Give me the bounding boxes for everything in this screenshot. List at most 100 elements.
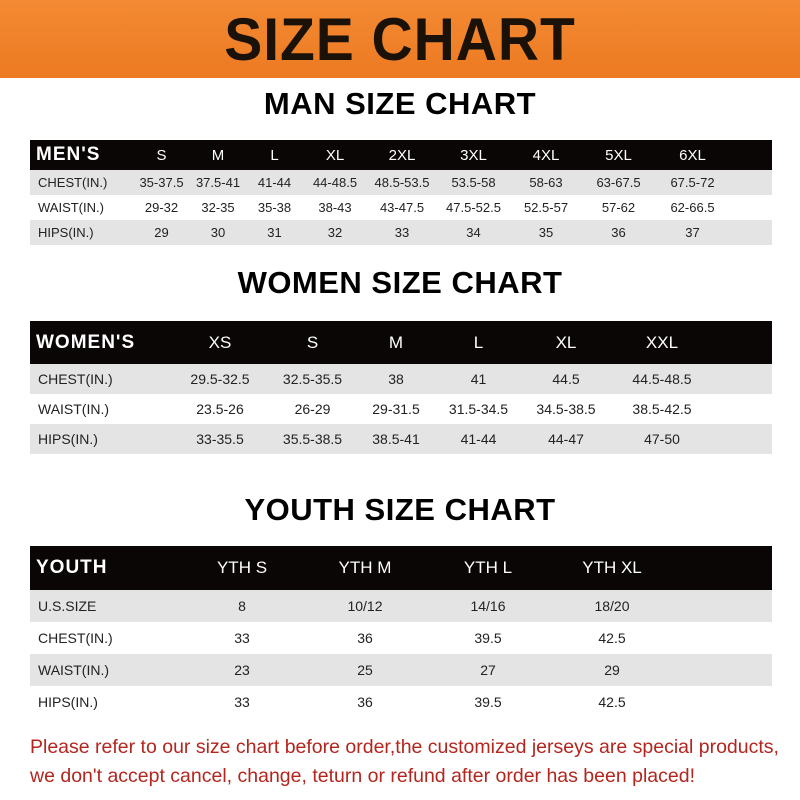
table-cell: 34.5-38.5 [536, 401, 596, 417]
table-cell: 38.5-42.5 [632, 401, 692, 417]
row-label: WAIST(IN.) [38, 401, 110, 417]
table-cell: 27 [480, 662, 496, 678]
table-cell: 41-44 [257, 175, 292, 190]
table-row: U.S.SIZE 8 10/12 14/16 18/20 [30, 590, 772, 622]
table-cell: 38-43 [318, 200, 352, 215]
table-row: HIPS(IN.) 33 36 39.5 42.5 [30, 686, 772, 718]
men-size-table: MEN'S S M L XL 2XL 3XL 4XL 5XL 6XL CHEST(IN.) 35-37… [30, 140, 772, 245]
table-cell: 62-66.5 [670, 200, 715, 215]
table-cell: 33 [234, 630, 250, 646]
table-header-row: YOUTH YTH S YTH M YTH L YTH XL [30, 546, 772, 590]
table-cell: 29-32 [144, 200, 179, 215]
table-row: CHEST(IN.) 29.5-32.5 32.5-35.5 38 41 44.5 44.5… [30, 364, 772, 394]
table-cell: 38.5-41 [372, 431, 420, 447]
size-header: XL [555, 332, 577, 352]
table-cell: 29.5-32.5 [190, 371, 250, 387]
table-row: WAIST(IN.) 29-32 32-35 35-38 38-43 43-47.5 47.… [30, 195, 772, 220]
women-title: WOMEN SIZE CHART [237, 265, 563, 300]
table-cell: 37.5-41 [195, 175, 241, 190]
table-row: WAIST(IN.) 23 25 27 29 [30, 654, 772, 686]
table-cell: 39.5 [474, 630, 502, 646]
table-cell: 34 [466, 225, 481, 240]
table-cell: 23.5-26 [196, 401, 244, 417]
table-cell: 42.5 [598, 694, 626, 710]
table-cell: 18/20 [594, 598, 630, 614]
table-cell: 33 [394, 225, 410, 240]
size-header: M [211, 146, 225, 164]
table-cell: 44.5-48.5 [632, 371, 692, 387]
size-header: YTH S [216, 558, 268, 577]
notice-line-1: Please refer to our size chart before or… [30, 736, 779, 758]
men-title: MAN SIZE CHART [263, 86, 537, 121]
size-header: YTH M [338, 558, 392, 577]
table-header-label: YOUTH [36, 557, 108, 578]
row-label: HIPS(IN.) [38, 431, 98, 447]
table-cell: 8 [238, 598, 246, 614]
row-label: WAIST(IN.) [38, 662, 110, 678]
women-size-table: WOMEN'S XS S M L XL XXL CHEST(IN.) 29.5-32.5 32.5… [30, 321, 772, 454]
youth-size-table: YOUTH YTH S YTH M YTH L YTH XL U.S.SIZE 8 10/12… [30, 546, 772, 718]
table-cell: 26-29 [294, 401, 331, 417]
table-cell: 47-50 [644, 431, 680, 447]
size-header: S [156, 146, 167, 164]
table-cell: 38 [388, 371, 404, 387]
table-cell: 29-31.5 [372, 401, 420, 417]
table-cell: 32.5-35.5 [282, 371, 343, 387]
table-cell: 47.5-52.5 [446, 200, 501, 215]
table-cell: 44-48.5 [312, 175, 358, 190]
table-cell: 14/16 [470, 598, 506, 614]
banner-title: SIZE CHART [224, 5, 576, 73]
size-header: XL [325, 146, 345, 164]
banner: SIZE CHART [0, 0, 800, 78]
table-cell: 32-35 [201, 200, 235, 215]
size-header: 3XL [460, 146, 487, 164]
row-label: HIPS(IN.) [38, 225, 94, 240]
table-cell: 52.5-57 [523, 200, 569, 215]
row-label: CHEST(IN.) [38, 630, 113, 646]
table-row: CHEST(IN.) 35-37.5 37.5-41 41-44 44-48.5 48.5… [30, 170, 772, 195]
table-row: HIPS(IN.) 29 30 31 32 33 34 35 36 37 [30, 220, 772, 245]
table-cell: 35-38 [257, 200, 292, 215]
table-cell: 39.5 [474, 694, 502, 710]
table-cell: 41 [470, 371, 487, 387]
table-cell: 43-47.5 [379, 200, 425, 215]
table-cell: 32 [327, 225, 343, 240]
table-row: WAIST(IN.) 23.5-26 26-29 29-31.5 31.5-34.5 34… [30, 394, 772, 424]
size-header: 6XL [679, 146, 706, 164]
row-label: WAIST(IN.) [38, 200, 104, 215]
table-cell: 25 [357, 662, 373, 678]
row-label: HIPS(IN.) [38, 694, 98, 710]
table-cell: 57-62 [601, 200, 636, 215]
size-header: L [473, 332, 484, 352]
table-cell: 44-47 [548, 431, 584, 447]
table-row: HIPS(IN.) 33-35.5 35.5-38.5 38.5-41 41-44 44-… [30, 424, 772, 454]
table-cell: 41-44 [460, 431, 497, 447]
table-cell: 35 [538, 225, 554, 240]
table-cell: 44.5 [552, 371, 580, 387]
table-cell: 48.5-53.5 [374, 175, 430, 190]
table-header-row: WOMEN'S XS S M L XL XXL [30, 321, 772, 364]
size-header: YTH XL [582, 558, 642, 577]
table-cell: 30 [210, 225, 226, 240]
size-header: L [270, 146, 279, 164]
table-cell: 42.5 [598, 630, 626, 646]
notice-line-2: we don't accept cancel, change, teturn o… [30, 765, 695, 787]
table-row: CHEST(IN.) 33 36 39.5 42.5 [30, 622, 772, 654]
table-cell: 10/12 [347, 598, 383, 614]
size-header: XS [208, 332, 232, 352]
table-cell: 31.5-34.5 [448, 401, 509, 417]
youth-title: YOUTH SIZE CHART [244, 492, 556, 527]
table-cell: 33-35.5 [196, 431, 244, 447]
table-cell: 29 [604, 662, 620, 678]
size-header: XXL [645, 332, 679, 352]
size-header: YTH L [463, 558, 513, 577]
table-cell: 36 [357, 630, 373, 646]
table-cell: 36 [357, 694, 373, 710]
table-cell: 29 [154, 225, 169, 240]
row-label: CHEST(IN.) [38, 371, 113, 387]
table-cell: 36 [611, 225, 626, 240]
table-cell: 23 [234, 662, 250, 678]
table-cell: 35.5-38.5 [282, 431, 343, 447]
notice: Please refer to our size chart before or… [30, 733, 800, 791]
row-label: U.S.SIZE [38, 598, 97, 614]
